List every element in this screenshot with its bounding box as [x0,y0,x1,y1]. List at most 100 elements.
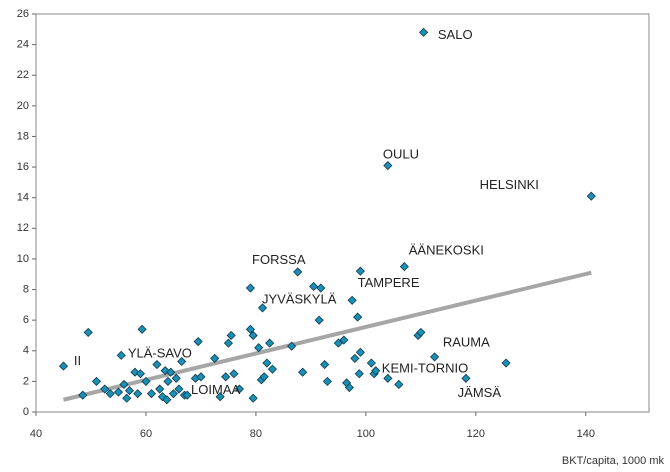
scatter-point [234,384,244,394]
scatter-point [366,358,376,368]
scatter-point [257,303,268,313]
scatter-point [133,389,143,399]
scatter-point [152,359,162,370]
scatter-point [210,353,220,363]
scatter-point [193,337,203,347]
annotation: RAUMA [443,335,490,350]
scatter-point [155,384,165,394]
x-tick-label: 120 [467,428,485,440]
scatter-point [347,295,357,305]
annotation: HELSINKI [480,177,539,192]
scatter-point [355,266,365,276]
annotation: II [74,353,81,368]
scatter-point [166,367,176,377]
scatter-point [245,283,255,293]
scatter-point [259,372,269,382]
scatter-point [162,395,172,405]
scatter-point [267,364,277,374]
scatter-point [91,376,102,386]
y-tick-label: 22 [17,69,29,81]
scatter-point [394,379,404,390]
scatter-point [83,327,93,337]
scatter-point [501,358,511,368]
plot-area [35,13,650,413]
scatter-point [171,373,181,383]
scatter-point [223,338,233,348]
scatter-point [105,389,115,399]
scatter-point [100,384,110,394]
scatter-point [254,343,264,353]
scatter-point [314,315,324,325]
scatter-point [461,373,471,383]
scatter-point [353,312,363,322]
scatter-point [322,376,332,386]
y-tick-label: 10 [17,253,29,265]
scatter-point [248,330,258,341]
annotation: LOIMAA [191,382,240,397]
scatter-point [215,392,225,402]
scatter-point [174,384,184,394]
y-tick-label: 2 [23,375,29,387]
scatter-point [221,372,231,382]
scatter-point [245,324,255,334]
annotation: KEMI-TORNIO [382,361,468,376]
scatter-point [316,283,326,293]
y-tick-label: 18 [17,130,29,142]
scatter-point [177,356,187,367]
y-tick-label: 0 [23,406,29,418]
y-tick-label: 26 [17,8,29,20]
annotation: JÄMSÄ [458,385,502,400]
scatter-point [229,369,239,379]
scatter-point [163,376,173,386]
scatter-point [248,393,258,403]
scatter-point [182,390,192,400]
scatter-point [122,393,132,403]
annotation: FORSSA [252,252,306,267]
scatter-point [383,373,393,383]
scatter-point [226,330,236,341]
annotation: JYVÄSKYLÄ [262,292,337,307]
annotation: OULU [383,146,419,161]
scatter-point [135,369,146,379]
scatter-point [344,382,354,393]
y-tick-label: 8 [23,283,29,295]
scatter-point [168,389,179,399]
scatter-point [113,387,124,397]
scatter-point [586,191,596,201]
annotation: SALO [438,27,473,42]
scatter-point [416,327,426,337]
scatter-point [146,389,157,399]
scatter-point [354,369,364,379]
scatter-point [309,281,319,292]
scatter-point [141,376,151,386]
scatter-point [119,379,129,390]
scatter-point [298,367,308,377]
x-tick-label: 140 [577,428,595,440]
scatter-point [137,324,147,334]
y-tick-label: 16 [17,161,29,173]
y-tick-label: 12 [17,222,29,234]
y-tick-label: 14 [17,192,29,204]
y-tick-label: 4 [23,345,29,357]
scatter-point [371,366,381,376]
scatter-point [262,358,272,368]
scatter-point [350,353,360,363]
scatter-point [293,267,303,277]
scatter-point [287,341,297,351]
scatter-point [339,335,349,345]
annotation: YLÄ-SAVO [128,345,192,360]
scatter-point [419,27,429,37]
scatter-point [265,338,275,348]
trend-line [63,270,592,402]
scatter-point [430,352,440,362]
y-tick-label: 20 [17,100,29,112]
annotation: ÄÄNEKOSKI [409,243,484,258]
scatter-point [399,262,409,272]
scatter-point [355,347,365,357]
x-tick-label: 60 [140,428,152,440]
y-tick-label: 6 [23,314,29,326]
x-tick-label: 100 [357,428,375,440]
scatter-point [196,372,206,382]
x-tick-label: 40 [30,428,42,440]
